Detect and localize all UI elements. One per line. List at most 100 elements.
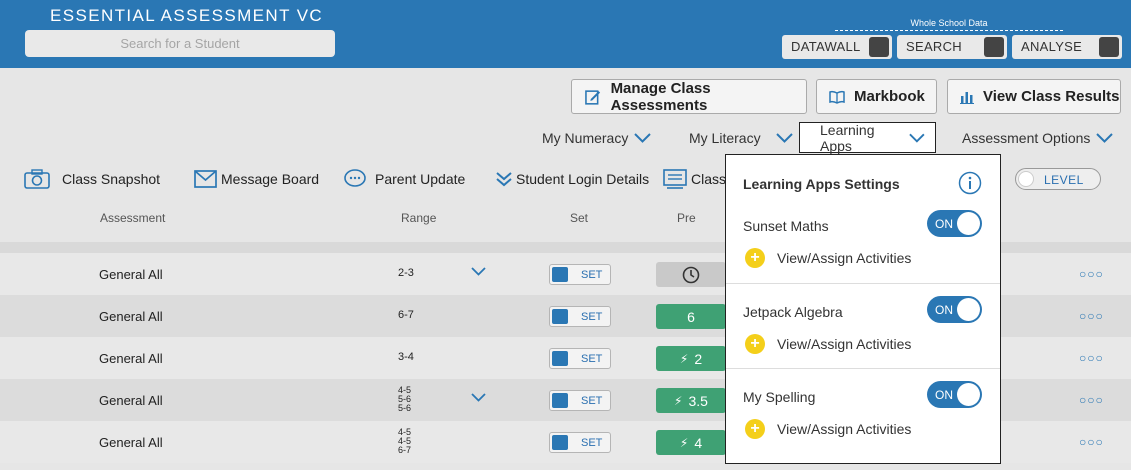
view-class-results-button[interactable]: View Class Results xyxy=(947,79,1121,114)
toggle-label: ON xyxy=(935,388,953,402)
pre-cell-pending[interactable] xyxy=(656,262,726,287)
pre-cell-score[interactable]: 6 xyxy=(656,304,726,329)
view-assign-activities-link[interactable]: + View/Assign Activities xyxy=(745,334,911,354)
assessment-cell: General All xyxy=(99,267,163,282)
manage-label: Manage Class Assessments xyxy=(610,79,711,114)
range-cell: 3-4 xyxy=(398,351,414,363)
whole-school-divider xyxy=(835,30,1063,31)
class-list-button[interactable]: Class xyxy=(663,166,726,192)
learning-apps-menu[interactable]: Learning Apps xyxy=(799,122,936,154)
assessment-cell: General All xyxy=(99,393,163,408)
parent-update-label: Parent Update xyxy=(375,171,466,187)
set-toggle[interactable]: SET xyxy=(549,306,611,327)
chevron-down-icon xyxy=(909,133,925,143)
toggle-knob xyxy=(957,212,980,235)
toggle-knob xyxy=(552,435,568,450)
more-options-icon[interactable]: ○○○ xyxy=(1079,309,1104,323)
whole-school-data-label: Whole School Data xyxy=(910,18,988,28)
lightning-icon: ⚡ xyxy=(679,351,689,366)
app-on-toggle[interactable]: ON xyxy=(927,381,982,408)
range-value: 4-5 xyxy=(398,427,412,437)
parent-update-button[interactable]: Parent Update xyxy=(344,166,465,192)
more-options-icon[interactable]: ○○○ xyxy=(1079,267,1104,281)
header-range: Range xyxy=(401,211,437,225)
manage-class-assessments-button[interactable]: Manage Class Assessments xyxy=(571,79,807,114)
set-label: SET xyxy=(581,353,603,365)
book-icon xyxy=(829,90,845,104)
set-toggle[interactable]: SET xyxy=(549,264,611,285)
assign-label: View/Assign Activities xyxy=(777,336,912,352)
pre-cell-score[interactable]: ⚡ 3.5 xyxy=(656,388,726,413)
edit-icon xyxy=(585,89,601,105)
lightning-icon: ⚡ xyxy=(679,435,689,450)
pre-score: 4 xyxy=(694,434,703,451)
learning-apps-settings-popup: Learning Apps Settings Sunset Maths ON +… xyxy=(725,154,1001,464)
assessment-cell: General All xyxy=(99,309,163,324)
range-value: 4-5 xyxy=(398,385,412,395)
range-value: 3-4 xyxy=(398,351,414,363)
set-toggle[interactable]: SET xyxy=(549,348,611,369)
datawall-toggle[interactable]: DATAWALL xyxy=(782,35,892,59)
more-options-icon[interactable]: ○○○ xyxy=(1079,351,1104,365)
assign-label: View/Assign Activities xyxy=(777,250,912,266)
pre-score: 2 xyxy=(694,350,703,367)
app-title: ESSENTIAL ASSESSMENT VC xyxy=(50,6,324,25)
toggle-knob xyxy=(957,298,980,321)
app-header: ESSENTIAL ASSESSMENT VC Whole School Dat… xyxy=(0,0,1131,68)
my-numeracy-menu[interactable]: My Numeracy xyxy=(542,122,652,153)
set-label: SET xyxy=(581,395,603,407)
analyse-label: ANALYSE xyxy=(1021,39,1083,54)
chevron-down-icon xyxy=(634,132,652,143)
table-header-divider xyxy=(0,242,1131,253)
toggle-knob xyxy=(552,267,568,282)
message-board-button[interactable]: Message Board xyxy=(194,166,319,192)
range-value: 5-6 xyxy=(398,403,412,413)
login-details-label: Student Login Details xyxy=(516,171,650,187)
pre-cell-score[interactable]: ⚡ 4 xyxy=(656,430,726,455)
pre-cell-score[interactable]: ⚡ 2 xyxy=(656,346,726,371)
range-value: 5-6 xyxy=(398,394,412,404)
app-on-toggle[interactable]: ON xyxy=(927,210,982,237)
numeracy-label: My Numeracy xyxy=(542,129,629,146)
set-toggle[interactable]: SET xyxy=(549,432,611,453)
app-on-toggle[interactable]: ON xyxy=(927,296,982,323)
view-assign-activities-link[interactable]: + View/Assign Activities xyxy=(745,248,911,268)
range-cell: 4-5 4-5 6-7 xyxy=(398,428,411,455)
my-literacy-menu[interactable]: My Literacy xyxy=(689,122,793,153)
more-options-icon[interactable]: ○○○ xyxy=(1079,393,1104,407)
camera-icon xyxy=(24,169,50,189)
header-assessment: Assessment xyxy=(100,211,166,225)
search-toggle[interactable]: SEARCH xyxy=(897,35,1007,59)
plus-icon: + xyxy=(745,419,765,439)
app-name: Jetpack Algebra xyxy=(743,304,843,320)
markbook-button[interactable]: Markbook xyxy=(816,79,937,114)
assessment-options-label: Assessment Options xyxy=(962,129,1091,146)
chevron-down-icon[interactable] xyxy=(471,267,486,276)
list-board-icon xyxy=(663,169,687,189)
student-login-details-button[interactable]: Student Login Details xyxy=(496,166,649,192)
bar-chart-icon xyxy=(960,91,974,104)
student-search-input[interactable] xyxy=(25,30,335,57)
toggle-knob xyxy=(1099,37,1119,57)
plus-icon: + xyxy=(745,248,765,268)
more-options-icon[interactable]: ○○○ xyxy=(1079,435,1104,449)
analyse-toggle[interactable]: ANALYSE xyxy=(1012,35,1122,59)
class-snapshot-button[interactable]: Class Snapshot xyxy=(24,166,160,192)
chevron-down-icon[interactable] xyxy=(471,393,486,402)
toggle-label: ON xyxy=(935,217,953,231)
view-assign-activities-link[interactable]: + View/Assign Activities xyxy=(745,419,911,439)
clock-icon xyxy=(682,266,700,283)
set-label: SET xyxy=(581,311,603,323)
app-name: My Spelling xyxy=(743,389,816,405)
app-name: Sunset Maths xyxy=(743,218,829,234)
set-toggle[interactable]: SET xyxy=(549,390,611,411)
toggle-knob xyxy=(957,383,980,406)
plus-icon: + xyxy=(745,334,765,354)
toggle-knob xyxy=(984,37,1004,57)
assessment-options-menu[interactable]: Assessment Options xyxy=(962,122,1114,153)
info-icon[interactable] xyxy=(958,171,982,195)
double-chevron-down-icon xyxy=(496,172,512,187)
level-toggle[interactable]: LEVEL xyxy=(1015,168,1101,190)
range-cell: 6-7 xyxy=(398,310,414,321)
message-board-label: Message Board xyxy=(221,171,320,187)
